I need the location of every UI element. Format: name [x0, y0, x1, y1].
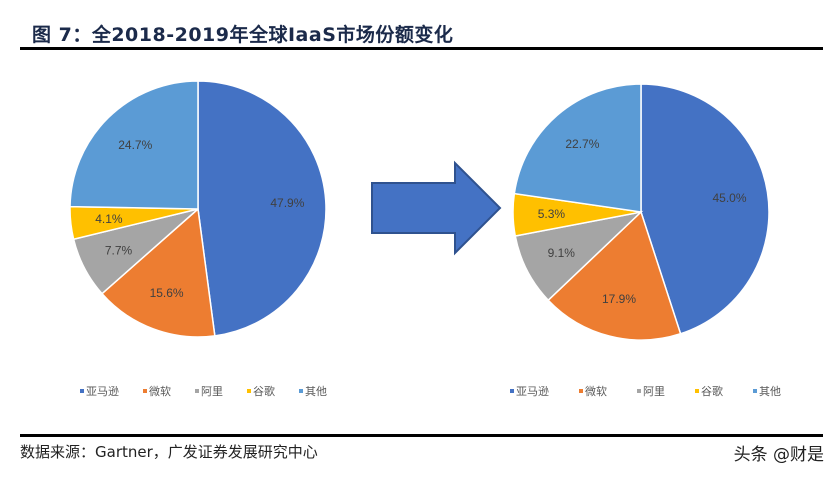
legend-item: 微软 [149, 384, 171, 398]
legend-item: 阿里 [643, 385, 665, 398]
pie-slice-其他 [513, 83, 642, 213]
data-label: 24.7% [118, 138, 152, 152]
legend-item: 亚马逊 [86, 385, 119, 398]
legend-item: 谷歌 [253, 384, 275, 398]
data-label: 17.9% [602, 292, 636, 306]
title-rule [20, 47, 823, 50]
pie-charts: 47.9% 15.6% 7.7% 4.1% 24.7% 亚马逊 微软 阿里 谷歌 其他 45.0% 1… [69, 80, 781, 398]
legend-item: 其他 [759, 385, 781, 398]
pie-slice-亚马逊 [640, 83, 770, 335]
data-label: 47.9% [270, 196, 304, 210]
data-label: 22.7% [565, 137, 599, 151]
data-label: 45.0% [712, 191, 746, 205]
pie-2: 45.0% 17.9% 9.1% 5.3% 22.7% [512, 83, 770, 341]
pie-1: 47.9% 15.6% 7.7% 4.1% 24.7% [69, 80, 327, 338]
legend-item: 阿里 [201, 385, 223, 398]
legend-swatch [510, 389, 514, 393]
legend-swatch [143, 389, 147, 393]
legend-swatch [247, 389, 251, 393]
legend-swatch [579, 389, 583, 393]
arrow-icon [371, 160, 502, 256]
legend-swatch [299, 389, 303, 393]
pie-slice-微软 [547, 210, 682, 341]
data-label: 9.1% [548, 246, 576, 260]
pie-slice-其他 [69, 80, 199, 210]
pie-slice-微软 [100, 207, 216, 338]
legend-swatch [80, 389, 84, 393]
legend-swatch [753, 389, 757, 393]
pie-slice-亚马逊 [197, 80, 327, 337]
source-note: 数据来源：Gartner，广发证券发展研究中心 [20, 443, 318, 461]
data-label: 15.6% [150, 286, 184, 300]
legend-swatch [195, 389, 199, 393]
data-label: 7.7% [105, 243, 133, 257]
footer-rule [20, 434, 823, 437]
watermark: 头条 @财是 [733, 445, 824, 465]
figure-title: 图 7：全2018-2019年全球IaaS市场份额变化 [32, 24, 454, 46]
legend-item: 谷歌 [701, 384, 723, 398]
data-label: 4.1% [95, 212, 123, 226]
legend-swatch [637, 389, 641, 393]
legend-item: 亚马逊 [516, 385, 549, 398]
legend-swatch [695, 389, 699, 393]
legend-item: 微软 [585, 384, 607, 398]
legend-item: 其他 [305, 385, 327, 398]
data-label: 5.3% [538, 207, 566, 221]
